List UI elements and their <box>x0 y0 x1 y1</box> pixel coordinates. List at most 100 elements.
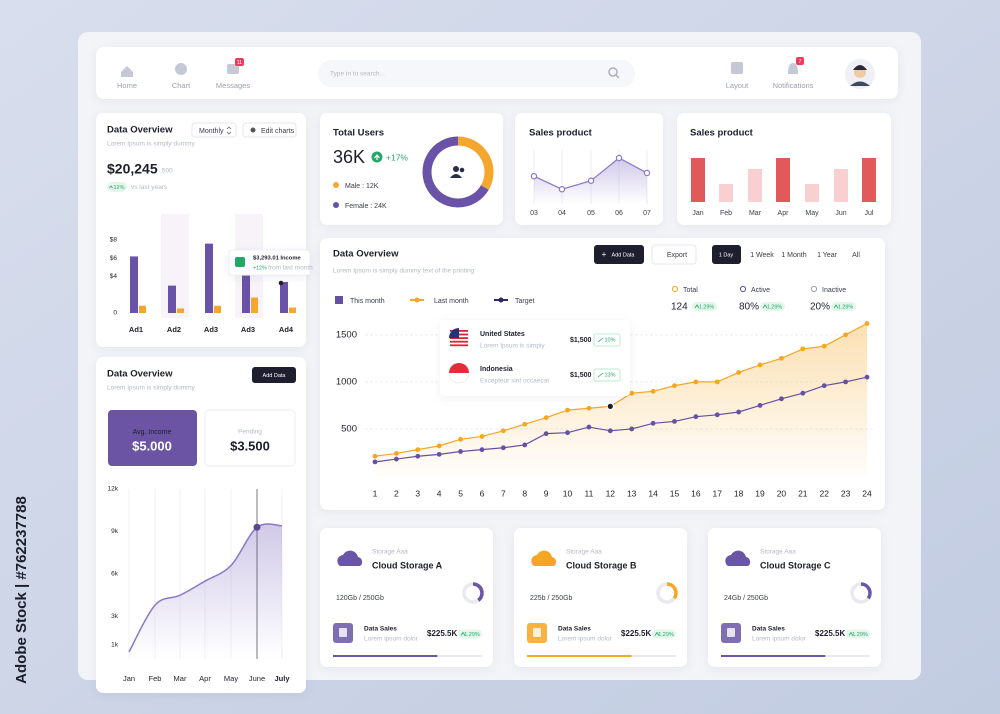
hover-dot <box>253 523 261 531</box>
point <box>736 370 742 375</box>
bell-icon[interactable] <box>788 63 798 74</box>
title-text: Cloud Storage C <box>760 560 831 570</box>
card <box>320 528 493 667</box>
change-text: 1.29% <box>699 304 715 310</box>
value-text: $1,500 <box>570 337 592 344</box>
layout-icon[interactable] <box>731 62 743 74</box>
title-text: Total Users <box>333 128 384 139</box>
items-text: Messages <box>216 81 250 90</box>
bar <box>177 308 184 313</box>
search-icon[interactable] <box>608 67 618 77</box>
items-text: Home <box>117 81 137 90</box>
flag-stripe <box>450 340 468 343</box>
dropdown-arrow <box>226 126 232 135</box>
file-icon-inner <box>727 628 735 637</box>
add-button[interactable] <box>594 245 644 264</box>
donut-segment <box>457 136 494 190</box>
up-arrow <box>762 304 768 309</box>
y-tick-label: 9k <box>111 528 119 535</box>
x-text: 1 <box>373 488 378 498</box>
tab-active[interactable] <box>712 245 741 264</box>
categories-text: Ad1 <box>129 325 143 334</box>
change-text: 1.29% <box>464 632 480 638</box>
cloud-icon <box>337 550 363 566</box>
sales-value-text: $225.5K <box>815 629 845 638</box>
dropdown[interactable] <box>191 122 237 138</box>
legend-swatch <box>335 296 343 304</box>
point <box>757 362 763 368</box>
x-text: 8 <box>522 488 527 498</box>
tooltip <box>440 320 630 396</box>
avatar-hair <box>853 65 867 70</box>
cloud-icon <box>725 550 751 566</box>
capacity-text: 24Gb / 250Gb <box>724 595 768 602</box>
edit-text: Edit charts <box>261 128 295 135</box>
people-icon <box>453 166 459 172</box>
point <box>522 442 528 448</box>
y-tick-label: 500 <box>341 423 357 434</box>
change-text: 1.29% <box>852 632 868 638</box>
watermark: Adobe Stock | #762237788 <box>13 496 30 684</box>
x-text: 6 <box>480 488 485 498</box>
categories-text: Jan <box>692 210 703 217</box>
up-arrow <box>109 185 113 189</box>
y-tick-label: $4 <box>110 273 118 280</box>
change-text: 12% <box>113 185 124 191</box>
categories-text: Ad3 <box>241 325 255 334</box>
export-text: Export <box>667 252 687 259</box>
point <box>372 453 378 459</box>
flag-red <box>449 363 469 373</box>
avg-value-text: $5.000 <box>132 438 172 453</box>
period-text: Monthly <box>199 128 224 135</box>
point <box>615 154 623 162</box>
point <box>629 390 635 396</box>
point <box>415 453 421 459</box>
flag-stripe <box>450 337 468 339</box>
x-text: 2 <box>394 488 399 498</box>
pending-label-text: Pending <box>238 429 262 436</box>
x-text: 7 <box>501 488 506 498</box>
x-text: 9 <box>544 488 549 498</box>
subtitle-text: Lorem Ipsum is simply dummy text of the … <box>333 268 475 275</box>
sales-label-text: Data Sales <box>558 626 591 633</box>
title-text: Cloud Storage A <box>372 560 443 570</box>
x-text: 10 <box>563 488 573 498</box>
sales-label-text: Data Sales <box>364 626 397 633</box>
point <box>565 430 570 436</box>
income-box <box>108 410 197 466</box>
add-text: Add Data <box>612 252 636 258</box>
search-box[interactable] <box>318 60 635 87</box>
edit-button[interactable] <box>242 122 297 138</box>
point <box>800 390 806 396</box>
thumb-icon <box>235 257 245 267</box>
up-arrow <box>374 154 380 160</box>
label-text: Storage Aaa <box>760 549 796 556</box>
title-text: Data Overview <box>107 125 173 136</box>
title-text: Data Overview <box>107 369 173 380</box>
categories-text: May <box>224 674 238 683</box>
area <box>129 523 282 659</box>
change-badge <box>458 629 482 639</box>
categories-text: 03 <box>530 210 538 217</box>
home-icon[interactable] <box>121 66 133 77</box>
change-note-text: vs last years <box>131 184 168 191</box>
chart-icon[interactable] <box>175 63 187 75</box>
categories-text: Ad3 <box>204 325 218 334</box>
line <box>374 322 868 457</box>
messages-icon[interactable] <box>227 64 239 74</box>
card <box>708 528 881 667</box>
export-button[interactable] <box>651 244 697 265</box>
tabs-text: 1 Year <box>817 252 838 259</box>
categories-text: 06 <box>615 210 623 217</box>
bar <box>205 243 213 313</box>
title-text: Sales product <box>529 128 593 139</box>
people-icon <box>459 167 465 173</box>
up-arrow <box>848 631 854 636</box>
categories-text: 05 <box>587 210 595 217</box>
add-button[interactable] <box>252 367 296 383</box>
bar <box>776 158 790 202</box>
value-text: $1,500 <box>570 372 592 379</box>
tabs-text: 1 Month <box>781 252 806 259</box>
value-text: 36K <box>333 147 365 167</box>
categories-text: Male : 12K <box>345 183 379 190</box>
